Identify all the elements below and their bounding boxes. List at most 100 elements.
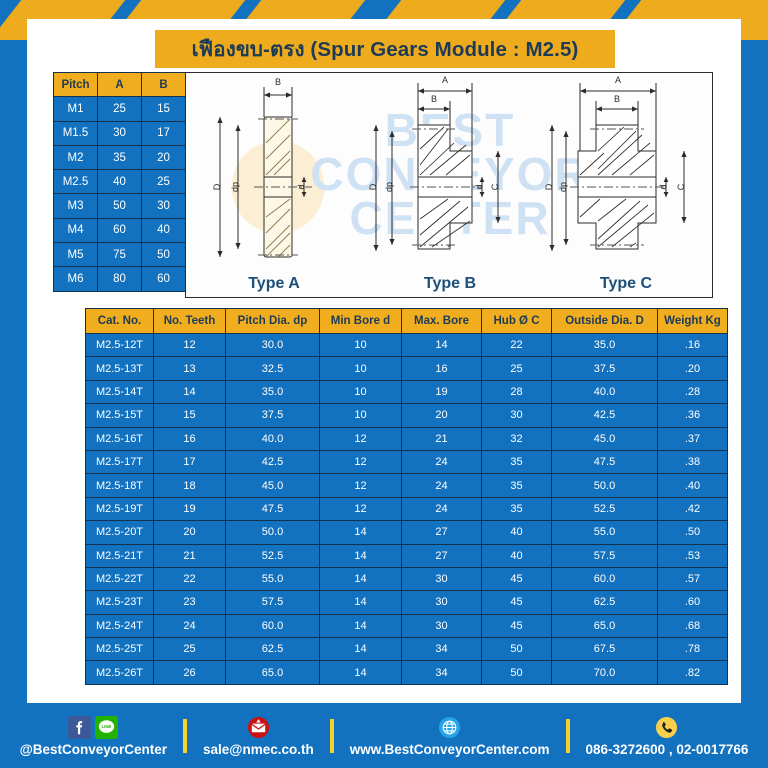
spec-cell: M2.5-19T: [85, 496, 154, 522]
table-row: M2.5-23T 23 57.5 14 30 45 62.5.60: [85, 590, 728, 615]
page-title: เฟืองขบ-ตรง (Spur Gears Module : M2.5): [191, 37, 579, 61]
spec-cell: 14: [401, 332, 482, 358]
social-icons: LINE: [68, 714, 119, 740]
spec-cell: .60: [657, 590, 728, 615]
spec-cell: 52.5: [551, 496, 658, 522]
spec-cell: .16: [657, 332, 728, 358]
spec-cell: 35.0: [551, 332, 658, 358]
spec-cell: 45: [481, 590, 552, 615]
pitch-header-pitch: Pitch: [53, 71, 98, 98]
spec-header-1: No. Teeth: [153, 308, 226, 334]
spec-cell: .37: [657, 426, 728, 451]
facebook-icon[interactable]: [68, 715, 92, 739]
contact-footer: LINE @BestConveyorCenter sale@nmec.co.th: [0, 703, 768, 768]
pitch-cell: M1: [53, 96, 98, 122]
spec-cell: 26: [153, 660, 226, 685]
gear-diagram-type-c: A B D dp d C Type C: [538, 73, 712, 297]
footer-phone-group[interactable]: 086-3272600 , 02-0017766: [577, 714, 758, 757]
spec-cell: M2.5-13T: [85, 356, 154, 381]
spec-cell: M2.5-12T: [85, 332, 154, 358]
social-handle-label: @BestConveyorCenter: [19, 742, 168, 757]
spec-cell: 45.0: [225, 473, 320, 498]
table-row: M2.5-24T 24 60.0 14 30 45 65.0.68: [85, 613, 728, 639]
spec-cell: 35: [481, 449, 552, 475]
pitch-table-row: M4 60 40: [53, 217, 186, 244]
footer-social-group[interactable]: LINE @BestConveyorCenter: [11, 714, 176, 757]
globe-icon[interactable]: [438, 716, 461, 739]
pitch-table-row: M2 35 20: [53, 144, 186, 171]
spec-cell: 18: [153, 473, 226, 498]
spec-cell: 40: [481, 543, 552, 568]
gear-type-c-label: Type C: [599, 275, 653, 292]
spec-cell: .50: [657, 520, 728, 545]
svg-text:B: B: [275, 77, 281, 87]
pitch-cell: 15: [141, 96, 186, 122]
spec-cell: 37.5: [551, 356, 658, 381]
spec-cell: M2.5-15T: [85, 403, 154, 428]
footer-email-group[interactable]: sale@nmec.co.th: [194, 714, 323, 757]
spec-header-7: Weight Kg: [657, 308, 728, 334]
spec-cell: 50: [481, 637, 552, 662]
svg-text:C: C: [676, 183, 686, 190]
spec-cell: 24: [401, 473, 482, 498]
spec-cell: 12: [153, 332, 226, 358]
spec-cell: 35.0: [225, 379, 320, 405]
spec-cell: 10: [319, 379, 402, 405]
spec-header-5: Hub Ø C: [481, 308, 552, 334]
svg-text:d: d: [474, 184, 484, 189]
page-title-banner: เฟืองขบ-ตรง (Spur Gears Module : M2.5): [155, 30, 615, 68]
table-row: M2.5-20T 20 50.0 14 27 40 55.0.50: [85, 520, 728, 545]
spec-cell: 32.5: [225, 356, 320, 381]
table-row: M2.5-18T 18 45.0 12 24 35 50.0.40: [85, 473, 728, 498]
pitch-table-header-row: Pitch A B: [53, 71, 186, 98]
spec-cell: .42: [657, 496, 728, 522]
pitch-table-row: M3 50 30: [53, 193, 186, 219]
spec-cell: 40.0: [551, 379, 658, 405]
email-icon-wrap: [247, 714, 270, 740]
footer-website-group[interactable]: www.BestConveyorCenter.com: [341, 714, 559, 757]
spec-cell: 23: [153, 590, 226, 615]
pitch-cell: 50: [141, 242, 186, 268]
pitch-header-b: B: [141, 71, 186, 98]
spec-cell: 32: [481, 426, 552, 451]
spec-cell: 10: [319, 403, 402, 428]
spec-cell: 14: [319, 613, 402, 639]
pitch-cell: M5: [53, 242, 98, 268]
spec-header-4: Max. Bore: [401, 308, 482, 334]
spec-cell: 19: [153, 496, 226, 522]
pitch-cell: 30: [97, 120, 142, 146]
svg-text:dp: dp: [384, 182, 394, 192]
spec-cell: 24: [153, 613, 226, 639]
spec-cell: 27: [401, 543, 482, 568]
spec-cell: 21: [153, 543, 226, 568]
pitch-cell: 60: [141, 266, 186, 292]
pitch-cell: 30: [141, 193, 186, 219]
spec-cell: 14: [319, 660, 402, 685]
table-row: M2.5-17T 17 42.5 12 24 35 47.5.38: [85, 449, 728, 475]
email-icon[interactable]: [247, 716, 270, 739]
spec-cell: 16: [401, 356, 482, 381]
footer-divider: [183, 718, 188, 753]
pitch-cell: 35: [97, 144, 142, 171]
svg-text:d: d: [296, 184, 306, 189]
svg-text:d: d: [658, 184, 668, 189]
line-icon[interactable]: LINE: [95, 715, 119, 739]
spec-cell: .53: [657, 543, 728, 568]
spec-cell: M2.5-24T: [85, 613, 154, 639]
spec-cell: 45: [481, 613, 552, 639]
globe-icon-wrap: [438, 714, 461, 740]
spec-cell: 25: [481, 356, 552, 381]
table-row: M2.5-21T 21 52.5 14 27 40 57.5.53: [85, 543, 728, 568]
spec-cell: 47.5: [225, 496, 320, 522]
phone-icon[interactable]: [655, 716, 678, 739]
spec-cell: 45: [481, 566, 552, 592]
website-label: www.BestConveyorCenter.com: [349, 742, 550, 757]
spec-cell: 50.0: [225, 520, 320, 545]
table-row: M2.5-12T 12 30.0 10 14 22 35.0.16: [85, 332, 728, 358]
spec-cell: 12: [319, 449, 402, 475]
spec-cell: 40.0: [225, 426, 320, 451]
pitch-cell: 80: [97, 266, 142, 292]
spec-cell: 52.5: [225, 543, 320, 568]
pitch-table-row: M5 75 50: [53, 242, 186, 268]
spec-cell: M2.5-23T: [85, 590, 154, 615]
